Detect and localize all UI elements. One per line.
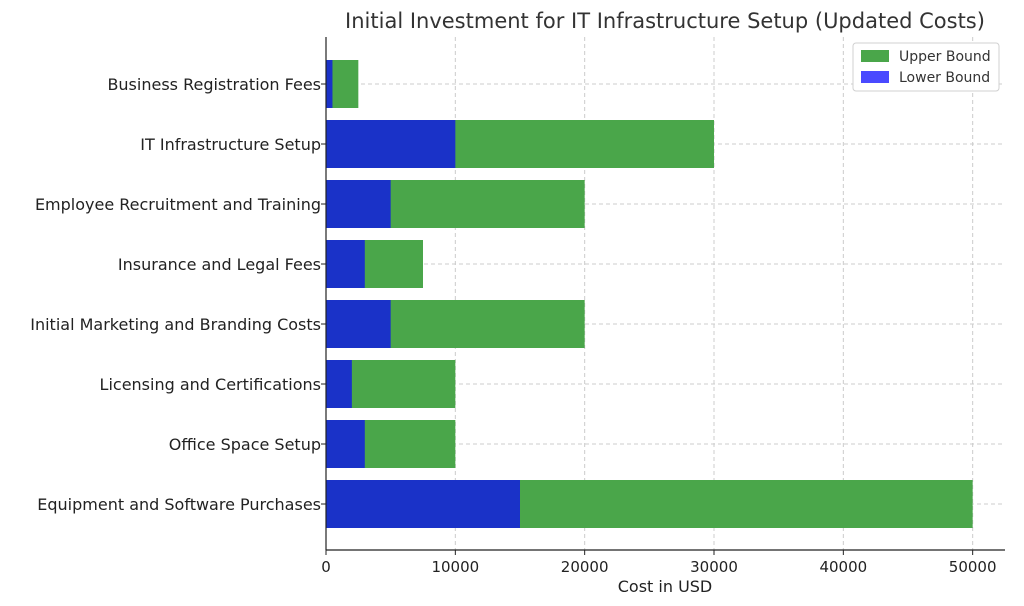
lower-bound-bar [326,240,365,288]
legend-box [852,42,1000,92]
legend-label: Upper Bound [899,49,991,65]
category-label: Office Space Setup [169,435,321,454]
category-label: Insurance and Legal Fees [118,255,321,274]
axes [325,37,1005,551]
x-tick-label: 40000 [819,558,867,576]
category-label: Business Registration Fees [107,75,321,94]
x-tick-label: 0 [321,558,331,576]
chart-title: Initial Investment for IT Infrastructure… [345,9,985,33]
lower-bound-bar [326,120,456,168]
lower-bound-bar [326,480,520,528]
x-tick-label: 50000 [949,558,997,576]
category-label: Licensing and Certifications [100,375,321,394]
lower-bound-bar [326,60,333,108]
x-axis-label: Cost in USD [618,577,713,596]
category-label: Initial Marketing and Branding Costs [30,315,321,334]
x-ticks: 0 10000 20000 30000 40000 50000 [321,550,997,576]
legend-swatch [861,50,889,62]
category-labels: Business Registration Fees IT Infrastruct… [30,75,326,514]
category-label: Employee Recruitment and Training [35,195,321,214]
lower-bound-bar [326,180,391,228]
bars [326,60,973,528]
lower-bound-bar [326,300,391,348]
lower-bound-bar [326,420,365,468]
lower-bound-bar [326,360,352,408]
grid [325,37,1005,550]
legend-label: Lower Bound [899,70,990,86]
x-tick-label: 10000 [431,558,479,576]
x-tick-label: 30000 [690,558,738,576]
legend-swatch [861,71,889,83]
category-label: Equipment and Software Purchases [37,495,321,514]
x-tick-label: 20000 [561,558,609,576]
legend: Upper Bound Lower Bound [852,42,1000,92]
category-label: IT Infrastructure Setup [140,135,321,154]
